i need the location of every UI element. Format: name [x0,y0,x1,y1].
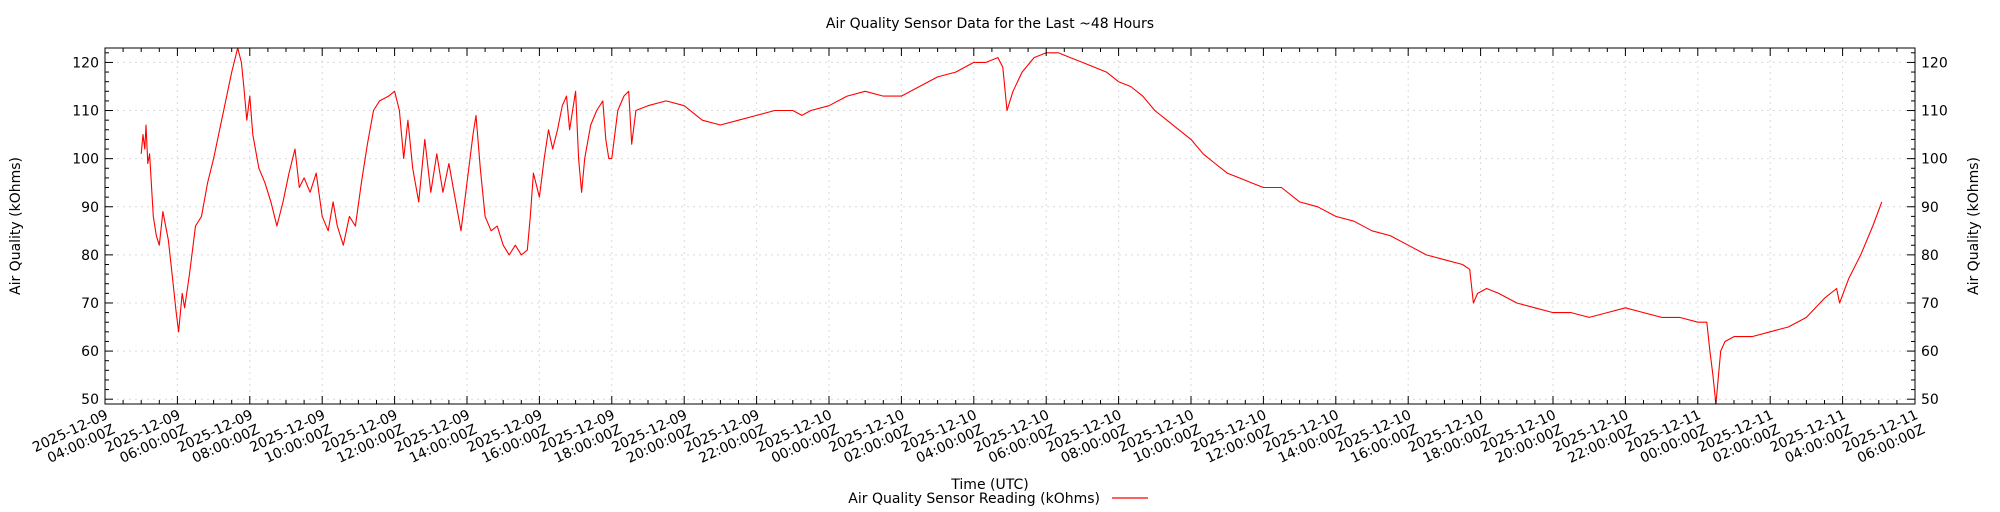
ticks-layer: 50 50 60 60 70 70 80 80 90 90 100 100 110 110 120 120 20… [30,48,1948,467]
y-tick-label-left: 80 [81,248,99,264]
legend: Air Quality Sensor Reading (kOhms) [848,491,1148,507]
grid-layer [104,48,1916,404]
y-tick-label-right: 100 [1921,152,1948,168]
series-line [140,47,1883,405]
y-tick-label-right: 50 [1921,392,1939,408]
legend-label: Air Quality Sensor Reading (kOhms) [848,491,1100,507]
y-axis-label-right: Air Quality (kOhms) [1966,157,1982,295]
y-tick-label-right: 70 [1921,296,1939,312]
y-tick-label-left: 50 [81,392,99,408]
y-axis-label-left: Air Quality (kOhms) [8,157,24,295]
y-tick-label-left: 90 [81,200,99,216]
y-tick-label-left: 70 [81,296,99,312]
y-tick-label-left: 60 [81,344,99,360]
y-tick-label-left: 110 [72,104,99,120]
y-tick-label-right: 60 [1921,344,1939,360]
x-axis-label: Time (UTC) [950,477,1028,493]
y-tick-label-right: 110 [1921,104,1948,120]
y-tick-label-left: 120 [72,55,99,71]
y-tick-label-right: 90 [1921,200,1939,216]
plot-frame [104,47,1916,405]
y-tick-label-left: 100 [72,152,99,168]
y-tick-label-right: 120 [1921,55,1948,71]
series-layer [140,47,1883,405]
y-tick-label-right: 80 [1921,248,1939,264]
chart-title: Air Quality Sensor Data for the Last ~48… [826,16,1154,32]
